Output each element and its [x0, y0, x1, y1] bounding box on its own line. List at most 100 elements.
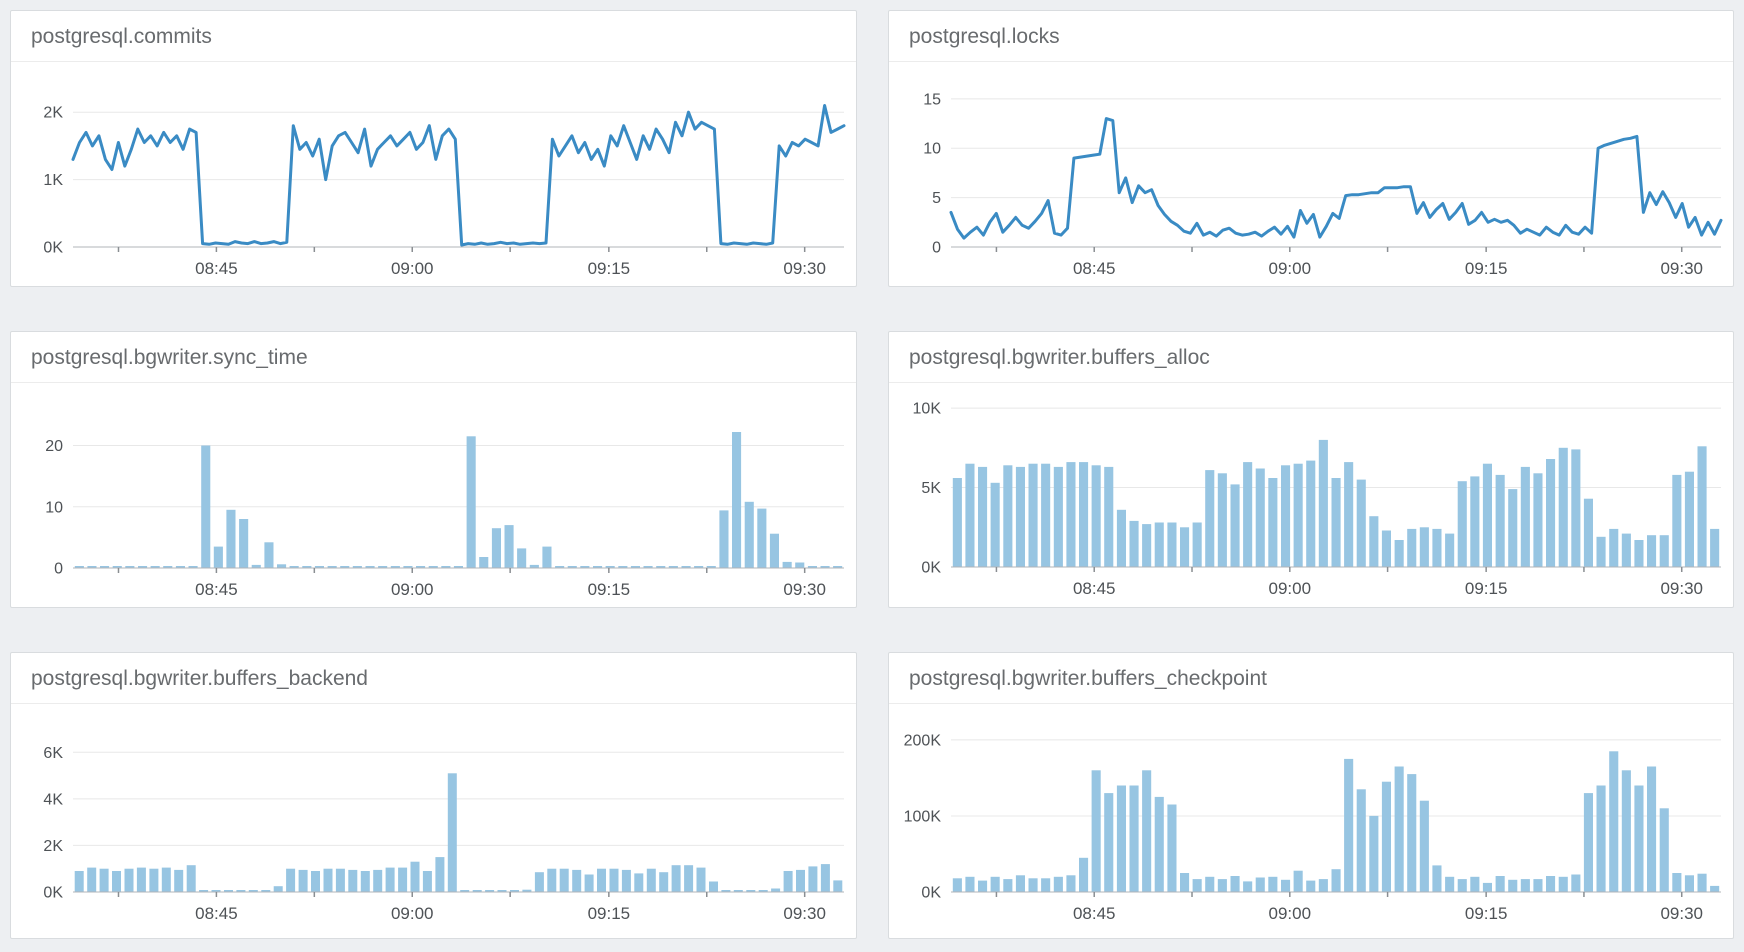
bar-series-bar [990, 876, 1000, 892]
chart-title: postgresql.bgwriter.buffers_alloc [889, 332, 1733, 383]
bar-series-bar [1028, 878, 1038, 892]
bar-series-bar [1356, 479, 1366, 567]
bar-series-bar [335, 868, 345, 892]
bar-series-bar [1634, 540, 1644, 567]
bar-series-bar [1672, 474, 1682, 567]
bar-series-bar [621, 869, 631, 892]
chart-canvas[interactable]: 0K 2K 4K 6K 08:45 09:00 09:15 09:30 [11, 704, 856, 938]
bar-series-bar [211, 890, 221, 892]
bar-series-bar [416, 566, 426, 568]
bar-series-bar [273, 886, 283, 892]
y-axis-tick-label: 0K [921, 560, 941, 577]
bar-series-bar [1647, 766, 1657, 892]
bar-series-bar [447, 773, 457, 892]
chart-canvas[interactable]: 0K 100K 200K 08:45 09:00 09:15 09:30 [889, 704, 1733, 938]
bar-series-bar [124, 868, 134, 892]
bar-series-bar [618, 566, 628, 568]
bar-series-bar [87, 867, 97, 892]
bar-series-bar [213, 546, 223, 568]
bar-series-bar [161, 867, 171, 892]
bar-series-bar [732, 432, 742, 568]
x-axis-tick-label: 09:15 [588, 580, 631, 599]
bar-series-bar [510, 890, 519, 892]
bar-series-bar [1394, 540, 1404, 567]
y-axis-tick-label: 0K [43, 240, 63, 257]
bar-series-bar [1028, 463, 1038, 567]
bar-series-bar [1596, 536, 1606, 567]
bar-series-bar [1571, 874, 1581, 892]
bar-series-bar [327, 566, 337, 568]
bar-series-bar [782, 561, 792, 568]
bar-series-bar [757, 508, 767, 568]
bar-series-bar [1419, 800, 1429, 892]
bar-series-bar [163, 566, 173, 568]
bar-series-bar [422, 871, 432, 892]
y-axis-tick-label: 5 [932, 190, 941, 207]
chart-canvas[interactable]: 0 5 10 15 08:45 09:00 09:15 09:30 [889, 62, 1733, 286]
x-axis-tick-label: 09:00 [391, 904, 434, 923]
bar-series-bar [634, 873, 644, 892]
chart-svg[interactable]: 0 5 10 15 08:45 09:00 09:15 09:30 [889, 62, 1733, 286]
bar-series-bar [201, 445, 211, 568]
chart-title: postgresql.bgwriter.sync_time [11, 332, 856, 383]
bar-series-bar [1407, 774, 1417, 892]
bar-series-bar [534, 872, 544, 892]
chart-svg[interactable]: 0K 1K 2K 08:45 09:00 09:15 09:30 [11, 62, 856, 286]
bar-series-bar [199, 890, 209, 892]
line-series [949, 117, 1723, 240]
bar-series-bar [1508, 879, 1518, 892]
bar-series-bar [1659, 808, 1669, 892]
bar-series-bar [1281, 465, 1291, 567]
bar-series-bar [1710, 885, 1720, 892]
bar-series-bar [820, 864, 830, 892]
bar-series-bar [1268, 876, 1278, 892]
bar-series-bar [1445, 533, 1455, 567]
chart-svg[interactable]: 0K 100K 200K 08:45 09:00 09:15 09:30 [889, 704, 1733, 938]
bar-series-bar [352, 566, 362, 568]
bar-series-bar [808, 866, 818, 892]
y-axis-tick-label: 0K [921, 885, 941, 902]
bar-series-bar [1230, 876, 1240, 892]
chart-canvas[interactable]: 0 10 20 08:45 09:00 09:15 09:30 [11, 383, 856, 607]
chart-svg[interactable]: 0K 5K 10K 08:45 09:00 09:15 09:30 [889, 383, 1733, 607]
bar-series-bar [188, 566, 198, 568]
bar-series-bar [1419, 527, 1429, 567]
bar-series-bar [559, 868, 569, 892]
bar-series-bar [149, 868, 159, 892]
chart-svg[interactable]: 0 10 20 08:45 09:00 09:15 09:30 [11, 383, 856, 607]
bar-series-bar [746, 890, 756, 892]
bar-series-bar [671, 865, 681, 892]
bar-series-bar [1066, 875, 1076, 892]
x-axis-tick-label: 09:30 [783, 580, 826, 599]
bar-series-bar [952, 478, 962, 567]
x-axis-tick-label: 08:45 [195, 580, 238, 599]
chart-title: postgresql.bgwriter.buffers_backend [11, 653, 856, 704]
chart-title: postgresql.bgwriter.buffers_checkpoint [889, 653, 1733, 704]
bar-series-bar [99, 868, 109, 892]
bar-series-bar [1116, 785, 1126, 892]
chart-canvas[interactable]: 0K 1K 2K 08:45 09:00 09:15 09:30 [11, 62, 856, 286]
bar-series-bar [580, 566, 590, 568]
bar-series-bar [224, 890, 233, 892]
bar-series-bar [1079, 857, 1089, 892]
bar-series-bar [659, 872, 669, 892]
bar-series-bar [239, 519, 249, 568]
bar-series-bar [1066, 462, 1076, 567]
chart-canvas[interactable]: 0K 5K 10K 08:45 09:00 09:15 09:30 [889, 383, 1733, 607]
bar-series-bar [479, 557, 489, 568]
bar-series-bar [441, 566, 451, 568]
x-axis-tick-label: 09:30 [1660, 259, 1703, 278]
bar-series-bar [1533, 473, 1543, 567]
bar-series-bar [1192, 879, 1202, 892]
bar-series-bar [547, 868, 557, 892]
bar-series-bar [138, 566, 148, 568]
x-axis-tick-label: 08:45 [195, 259, 238, 278]
bar-series-bar [1293, 870, 1303, 892]
bar-series-bar [410, 861, 420, 892]
bar-series-bar [1003, 465, 1013, 567]
bar-series-bar [1180, 527, 1190, 567]
chart-panel: postgresql.bgwriter.buffers_checkpoint 0… [888, 652, 1734, 939]
chart-svg[interactable]: 0K 2K 4K 6K 08:45 09:00 09:15 09:30 [11, 704, 856, 938]
bar-series-bar [1205, 876, 1215, 892]
